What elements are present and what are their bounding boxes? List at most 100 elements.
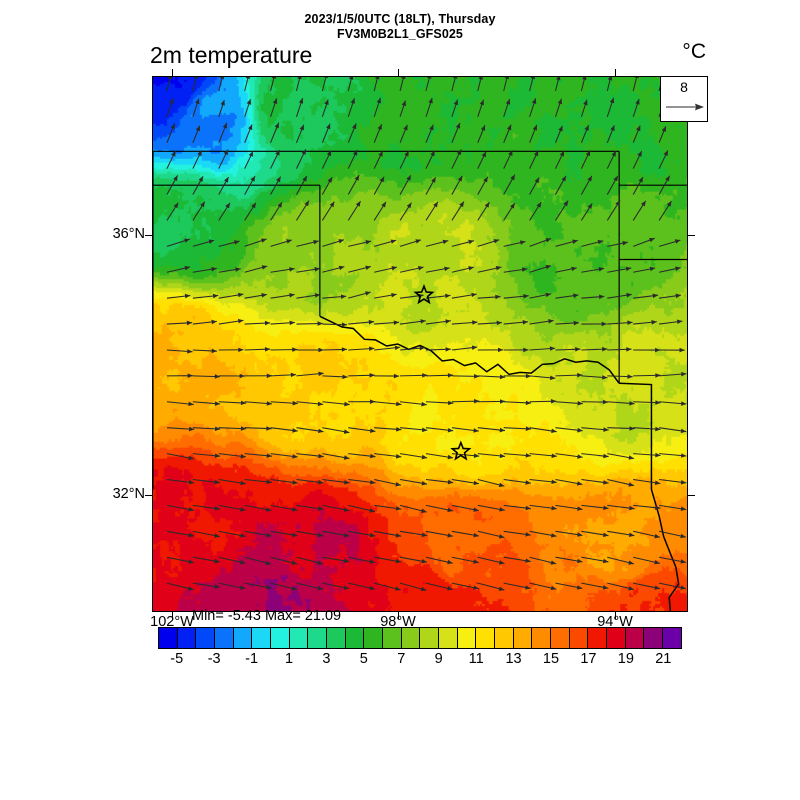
colorbar-cell — [420, 628, 440, 648]
wind-arrow-icon — [373, 201, 387, 221]
wind-arrow-icon — [529, 375, 556, 381]
wind-arrow-icon — [322, 427, 350, 434]
wind-arrow-icon — [192, 478, 221, 485]
wind-arrow-icon — [581, 453, 609, 459]
wind-arrow-icon — [296, 200, 310, 221]
wind-arrow-icon — [296, 504, 324, 511]
wind-arrow-icon — [425, 239, 449, 247]
wind-arrow-icon — [192, 98, 200, 118]
wind-arrow-icon — [166, 478, 195, 485]
wind-arrow-icon — [218, 149, 229, 169]
wind-arrow-icon — [503, 150, 513, 169]
wind-arrow-icon — [658, 175, 671, 195]
wind-arrow-icon — [451, 373, 480, 379]
wind-arrow-icon — [373, 150, 384, 169]
wind-arrow-icon — [399, 265, 424, 273]
colorbar-cell — [663, 628, 681, 648]
colorbar-cell — [532, 628, 552, 648]
wind-arrow-icon — [296, 556, 324, 565]
wind-arrow-icon — [399, 478, 428, 486]
wind-arrow-icon — [295, 149, 307, 169]
wind-arrow-icon — [632, 125, 641, 143]
colorbar-cell — [569, 628, 589, 648]
wind-arrow-icon — [529, 453, 557, 459]
wind-arrow-icon — [244, 202, 257, 221]
wind-arrow-icon — [296, 239, 319, 247]
wind-arrow-icon — [166, 98, 174, 118]
wind-arrow-icon — [477, 582, 505, 591]
wind-arrow-icon — [554, 77, 561, 92]
wind-arrow-icon — [425, 556, 453, 565]
wind-arrow-icon — [347, 123, 357, 143]
wind-arrow-icon — [580, 124, 590, 143]
wind-arrow-icon — [373, 124, 383, 143]
wind-arrow-icon — [555, 266, 577, 273]
wind-arrow-icon — [555, 293, 579, 299]
lon-axis-label: 94°W — [597, 614, 633, 630]
wind-arrow-icon — [633, 530, 661, 539]
wind-arrow-icon — [218, 373, 245, 379]
colorbar-cell — [588, 628, 608, 648]
wind-arrow-icon — [244, 98, 252, 118]
wind-arrow-icon — [347, 77, 354, 92]
wind-arrow-icon — [503, 556, 531, 563]
colorbar-cell — [495, 628, 514, 648]
lon-tick — [172, 69, 174, 76]
wind-arrow-icon — [425, 201, 439, 221]
wind-arrow-icon — [166, 293, 191, 299]
wind-arrow-icon — [192, 556, 220, 564]
wind-arrow-icon — [633, 556, 661, 565]
wind-arrow-icon — [374, 504, 402, 511]
wind-arrow-icon — [477, 320, 502, 326]
wind-arrow-icon — [244, 124, 253, 143]
wind-arrow-icon — [192, 125, 201, 143]
wind-arrow-icon — [270, 77, 276, 92]
wind-arrow-icon — [270, 582, 298, 591]
wind-arrow-icon — [425, 77, 432, 92]
lon-axis-label: 102°W — [150, 614, 194, 630]
wind-arrow-icon — [270, 347, 298, 352]
wind-arrow-icon — [503, 530, 531, 537]
wind-arrow-icon — [348, 291, 371, 299]
wind-arrow-icon — [451, 320, 478, 325]
lat-tick — [145, 495, 152, 497]
wind-arrow-icon — [606, 77, 613, 92]
wind-arrow-icon — [192, 239, 215, 247]
lon-tick — [398, 612, 400, 619]
wind-arrow-icon — [348, 530, 376, 538]
colorbar-tick-label: 19 — [617, 651, 634, 667]
wind-arrow-icon — [555, 556, 583, 564]
wind-arrow-icon — [192, 504, 221, 511]
wind-arrow-icon — [322, 582, 350, 590]
wind-arrow-icon — [607, 504, 635, 511]
wind-arrow-icon — [529, 124, 538, 143]
wind-arrow-icon — [451, 77, 458, 92]
wind-arrow-icon — [374, 453, 402, 459]
wind-arrow-icon — [399, 582, 427, 592]
wind-arrow-icon — [529, 238, 552, 247]
wind-arrow-icon — [399, 453, 428, 460]
lat-axis-label: 32°N — [112, 486, 145, 502]
wind-arrow-icon — [425, 150, 436, 169]
colorbar-cell — [439, 628, 458, 648]
colorbar-cell — [345, 628, 365, 648]
colorbar-tick-label: 21 — [655, 651, 672, 667]
red-river-texas-oklahoma-border — [319, 315, 620, 384]
wind-arrow-icon — [555, 346, 581, 352]
wind-arrow-icon — [218, 122, 228, 143]
wind-arrow-icon — [451, 398, 480, 404]
wind-arrow-icon — [451, 266, 474, 273]
wind-arrow-icon — [399, 556, 428, 564]
wind-arrow-icon — [632, 150, 643, 169]
units-label: °C — [682, 40, 706, 63]
wind-arrow-icon — [477, 478, 505, 488]
star-marker-icon — [413, 284, 435, 305]
colorbar[interactable] — [158, 627, 682, 649]
map-plot-area[interactable] — [152, 76, 688, 612]
wind-arrow-icon — [295, 124, 305, 143]
wind-arrow-icon — [529, 77, 535, 92]
wind-arrow-icon — [451, 478, 480, 486]
wind-arrow-icon — [580, 175, 593, 195]
wind-arrow-icon — [554, 98, 563, 118]
wind-arrow-icon — [425, 176, 437, 195]
